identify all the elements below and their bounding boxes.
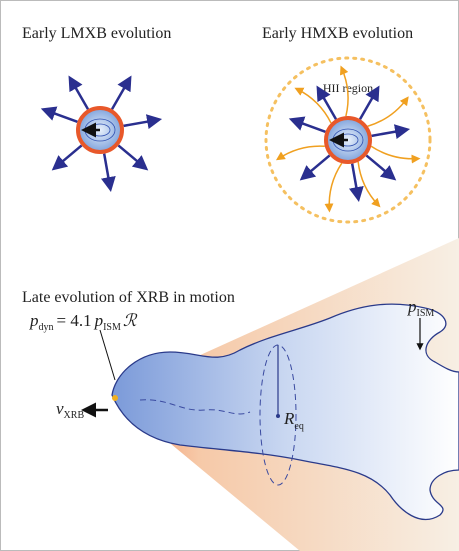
panel-title: Early LMXB evolution [22,25,171,42]
wind-arrow [293,120,325,132]
wind-arrow [366,155,392,177]
center-dot [276,414,280,418]
wind-arrow [372,130,405,136]
diagram: Early LMXB evolution Early HMXB evolutio… [0,0,459,551]
wind-arrow [304,155,330,177]
wind-arrow [124,120,157,126]
panel-title: Early HMXB evolution [262,25,413,42]
top-panels: Early LMXB evolution Early HMXB evolutio… [22,25,430,222]
source [112,395,118,401]
photon [371,146,417,159]
pointer [100,330,115,380]
wind-arrow [118,145,144,167]
photon [329,163,342,209]
wind-arrow [56,145,82,167]
photon [278,146,324,159]
wind-arrow [352,164,358,197]
photon [368,99,407,127]
panel-title: Late evolution of XRB in motion [22,289,235,306]
wind-arrow [104,154,110,187]
bottom-panel: Late evolution of XRB in motion pISM pdy… [22,238,459,551]
photon [358,162,378,206]
wind-arrow [45,110,77,122]
wind-arrow [71,80,88,109]
wind-arrow [112,80,129,109]
velocity-label: vXRB [56,399,84,421]
